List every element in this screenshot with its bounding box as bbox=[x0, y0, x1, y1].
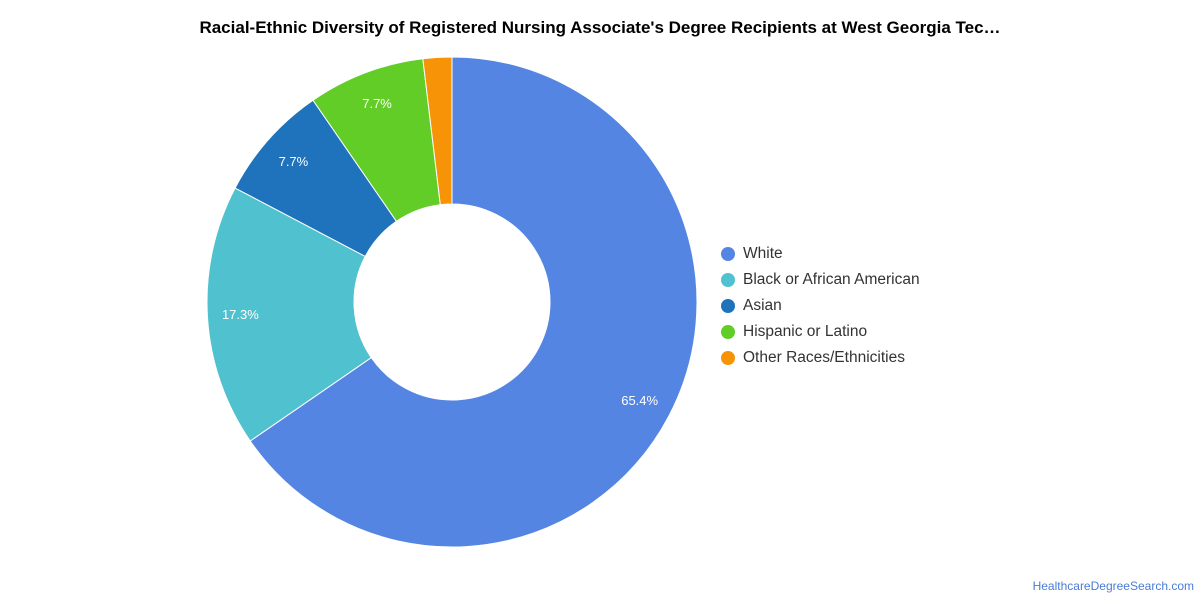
donut-slice-white[interactable] bbox=[249, 56, 698, 548]
source-link[interactable]: HealthcareDegreeSearch.com bbox=[1032, 579, 1194, 593]
legend-swatch bbox=[721, 299, 735, 313]
legend-item[interactable]: Black or African American bbox=[721, 267, 920, 293]
donut-slice-labels: 65.4% 17.3% 7.7% 7.7% bbox=[222, 96, 659, 408]
legend-swatch bbox=[721, 351, 735, 365]
legend-label: Black or African American bbox=[743, 271, 920, 288]
slice-value-label: 7.7% bbox=[362, 96, 392, 111]
legend-item[interactable]: White bbox=[721, 241, 920, 267]
legend-label: Other Races/Ethnicities bbox=[743, 349, 905, 366]
legend-swatch bbox=[721, 247, 735, 261]
slice-value-label: 65.4% bbox=[621, 393, 658, 408]
slice-value-label: 7.7% bbox=[279, 154, 309, 169]
legend-swatch bbox=[721, 273, 735, 287]
chart-title: Racial-Ethnic Diversity of Registered Nu… bbox=[199, 18, 1001, 37]
legend-label: Hispanic or Latino bbox=[743, 323, 868, 340]
legend-item[interactable]: Other Races/Ethnicities bbox=[721, 345, 920, 371]
legend-label: White bbox=[743, 245, 783, 262]
donut-slices bbox=[206, 56, 698, 548]
legend-item[interactable]: Hispanic or Latino bbox=[721, 319, 920, 345]
legend-item[interactable]: Asian bbox=[721, 293, 920, 319]
legend-swatch bbox=[721, 325, 735, 339]
legend-label: Asian bbox=[743, 297, 782, 314]
chart-legend: White Black or African American Asian Hispa… bbox=[721, 241, 920, 371]
donut-slice-black-or-african-american[interactable] bbox=[206, 187, 372, 442]
donut-slice-other-races-ethnicities[interactable] bbox=[422, 56, 453, 206]
slice-value-label: 17.3% bbox=[222, 307, 259, 322]
